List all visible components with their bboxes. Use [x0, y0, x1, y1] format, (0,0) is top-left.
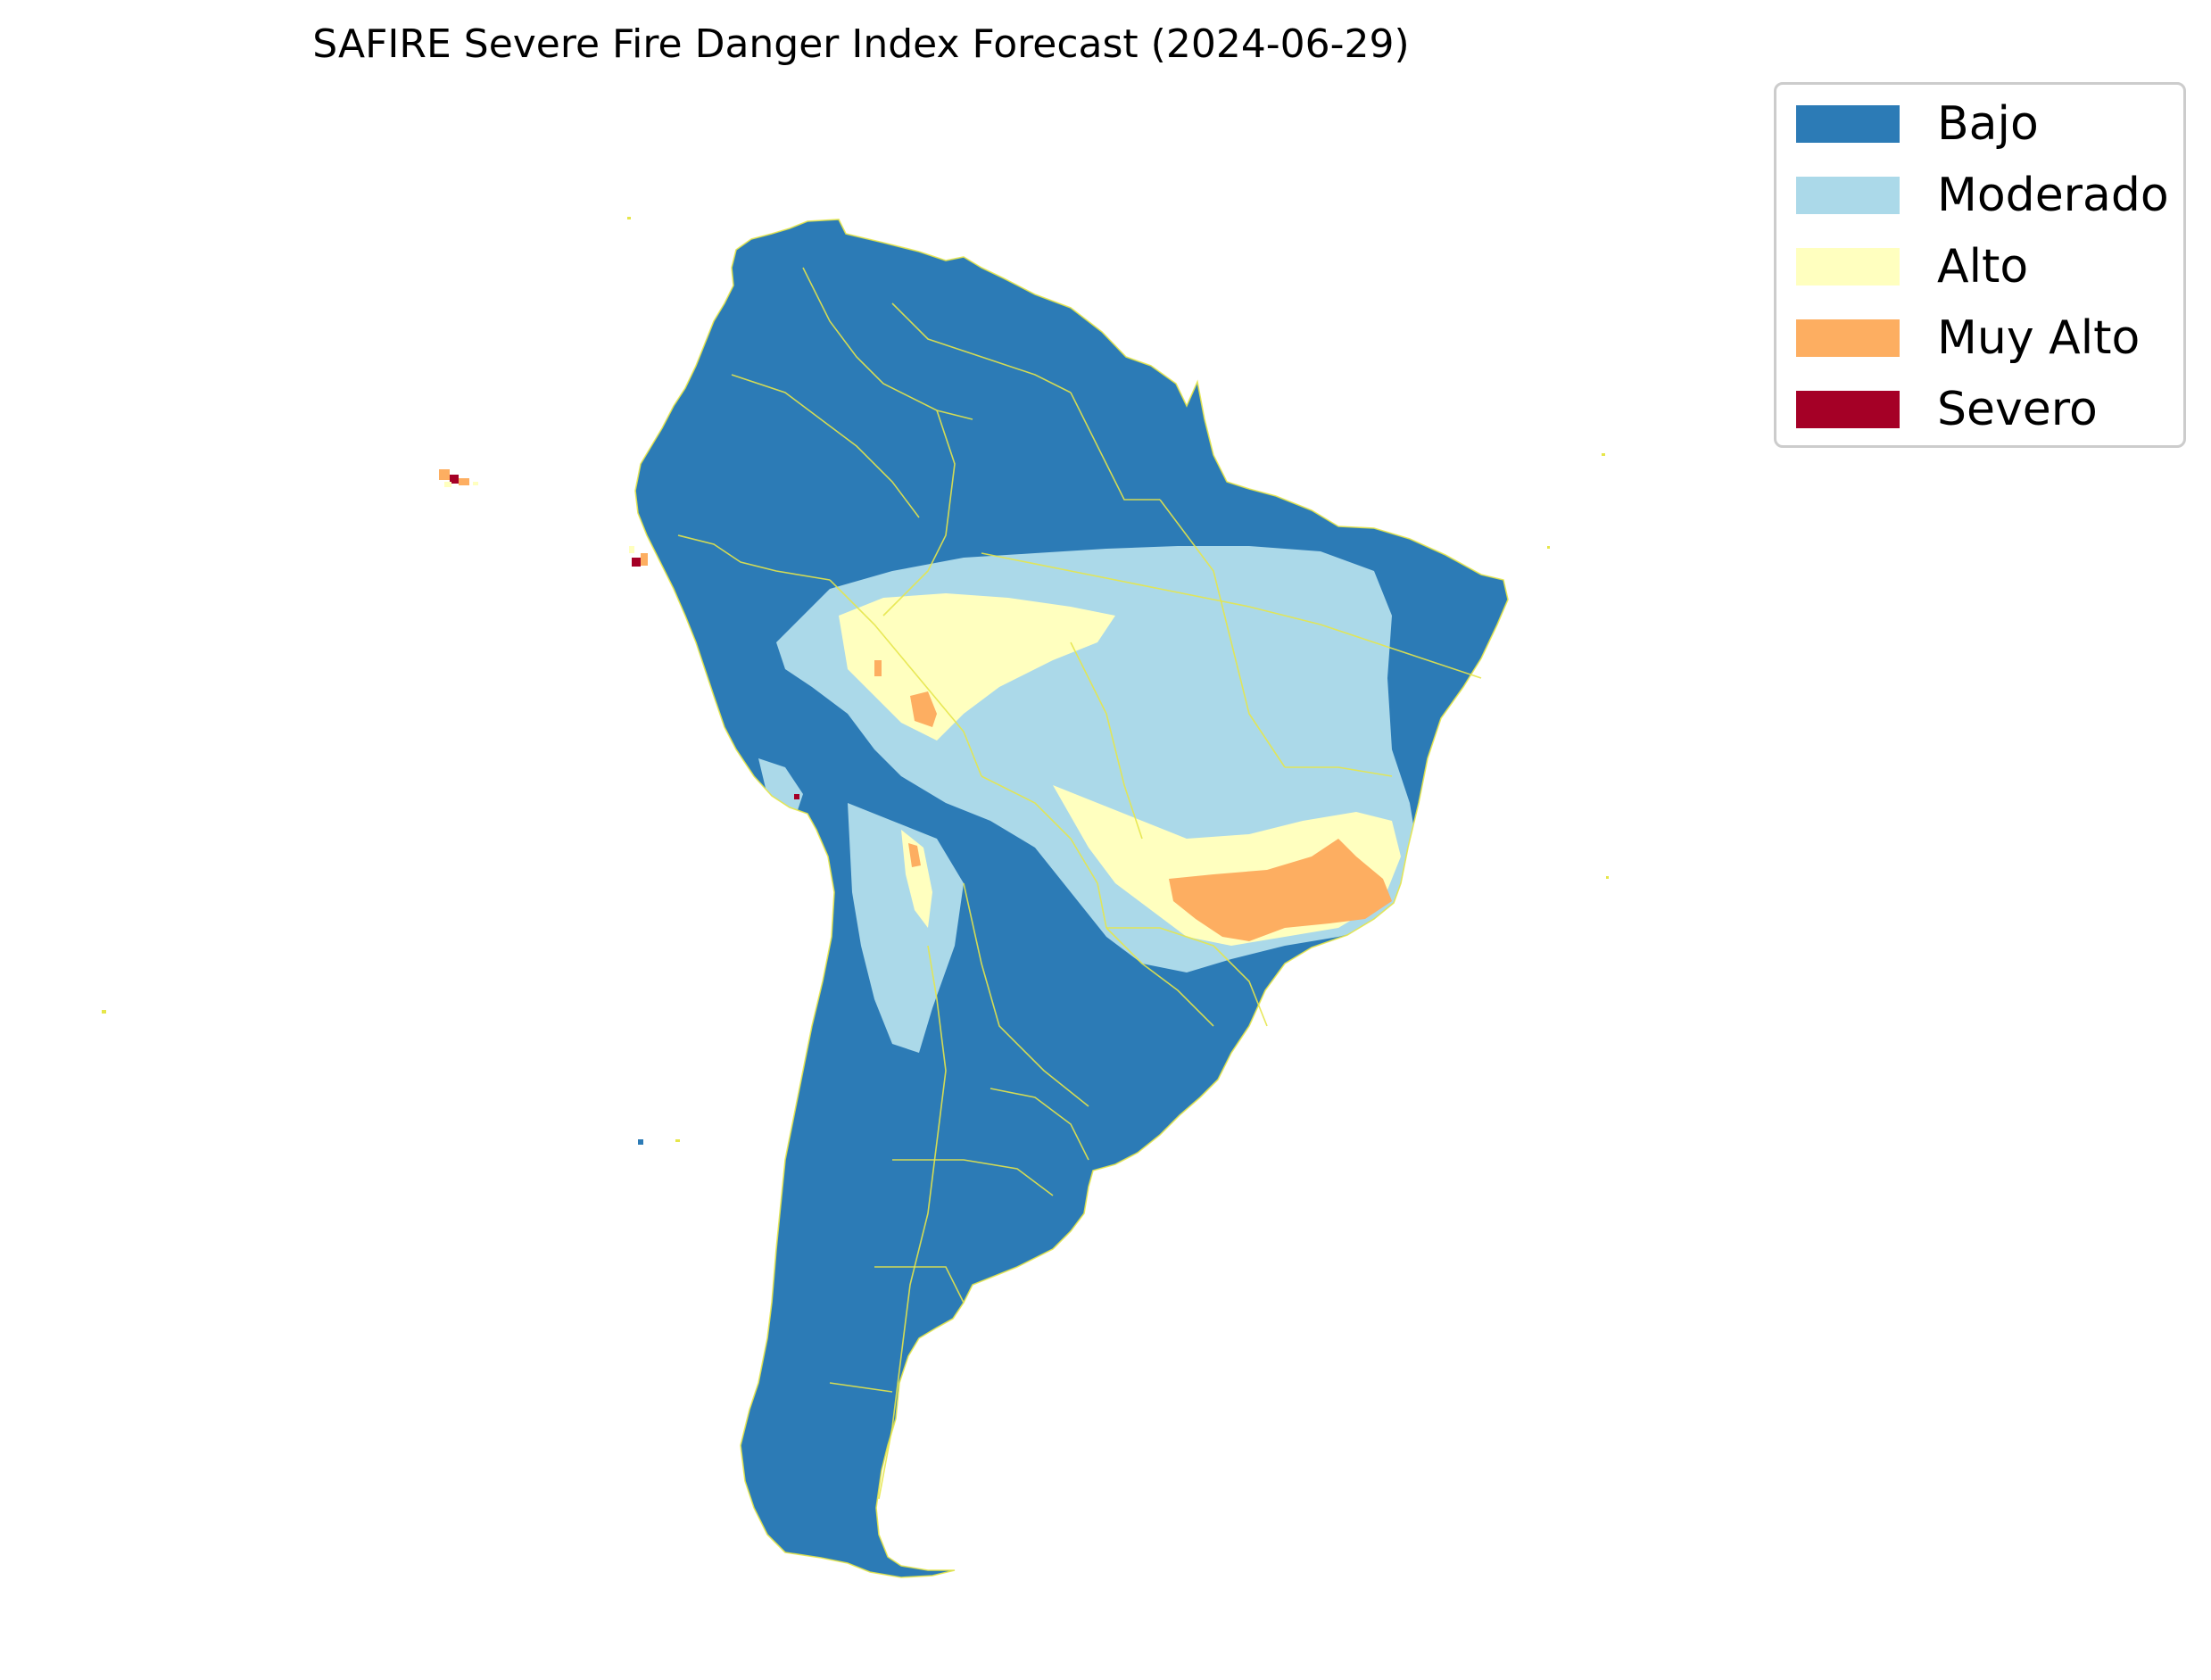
- legend-item-muy-alto: Muy Alto: [1796, 311, 2140, 365]
- country-borders: [634, 219, 1509, 1578]
- legend-swatch-alto: [1796, 248, 1900, 286]
- legend-swatch-moderado: [1796, 177, 1900, 214]
- zone-moderado-andes: [848, 803, 964, 1053]
- island-dot: [627, 217, 631, 219]
- legend-label-bajo: Bajo: [1937, 97, 2039, 151]
- zone-severo-dot-coast: [794, 794, 799, 799]
- island-dot: [102, 1010, 106, 1014]
- island-dot: [638, 1139, 643, 1145]
- zone-alto-andes: [901, 830, 932, 928]
- zone-muy-alto-andes: [908, 843, 921, 867]
- legend-label-alto: Alto: [1937, 240, 2029, 294]
- legend-swatch-bajo: [1796, 105, 1900, 143]
- coastal-dot: [641, 553, 648, 566]
- zone-moderado-coast: [758, 758, 803, 821]
- coastal-dot: [629, 546, 634, 553]
- legend-swatch-severo: [1796, 391, 1900, 428]
- fire-danger-map: [102, 217, 1609, 1578]
- island-dot: [1547, 546, 1550, 549]
- coastal-dot: [632, 558, 641, 567]
- zone-muy-alto-west: [910, 691, 937, 727]
- legend-swatch-muy-alto: [1796, 319, 1900, 357]
- legend-item-alto: Alto: [1796, 240, 2028, 294]
- legend-label-severo: Severo: [1937, 383, 2098, 436]
- island-dot: [675, 1139, 680, 1142]
- zone-muy-alto-southeast: [1169, 839, 1392, 941]
- legend-item-severo: Severo: [1796, 383, 2098, 436]
- legend-item-moderado: Moderado: [1796, 169, 2169, 222]
- legend-label-muy-alto: Muy Alto: [1937, 311, 2141, 365]
- zone-alto-west: [839, 593, 1115, 741]
- legend-item-bajo: Bajo: [1796, 97, 2039, 151]
- map-title: SAFIRE Severe Fire Danger Index Forecast…: [312, 21, 1410, 67]
- zone-muy-alto-dot: [874, 660, 882, 676]
- island-dot: [1602, 453, 1605, 456]
- legend-label-moderado: Moderado: [1937, 169, 2169, 222]
- galapagos-islands: [439, 469, 478, 487]
- legend: Bajo Moderado Alto Muy Alto Severo: [1774, 82, 2186, 448]
- island-dot: [1606, 876, 1609, 879]
